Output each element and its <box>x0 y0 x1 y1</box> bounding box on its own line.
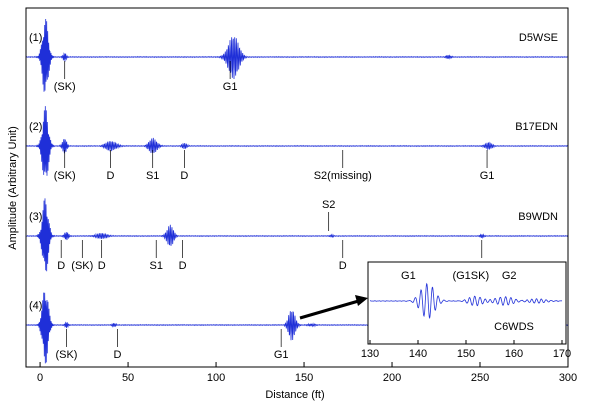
inset-tick-label: 150 <box>457 348 475 360</box>
inset-tick-label: 160 <box>505 348 523 360</box>
trace-index-label: (3) <box>29 211 42 223</box>
inset-label: G2 <box>502 270 517 282</box>
inset-label: C6WDS <box>494 321 534 333</box>
trace-line-2 <box>26 106 569 176</box>
inset-panel: G1 (G1SK) G2 C6WDS 130 140 150 160 170 <box>299 261 571 360</box>
annotation-label: S2 <box>322 199 335 211</box>
trace-index-label: (1) <box>29 32 42 44</box>
trace-index-label: (2) <box>29 121 42 133</box>
annotation-label: D <box>57 260 65 272</box>
x-tick-label: 100 <box>207 372 225 384</box>
annotation-label: D <box>339 260 347 272</box>
trace-name: D5WSE <box>519 32 558 44</box>
x-tick-label: 300 <box>559 372 577 384</box>
x-tick-label: 150 <box>295 372 313 384</box>
annotation-label: D <box>98 260 106 272</box>
trace-name: B17EDN <box>515 121 558 133</box>
inset-label: G1 <box>401 270 416 282</box>
annotation-label: (SK) <box>54 81 76 93</box>
annotation-label: (SK) <box>54 170 76 182</box>
trace-line-1 <box>25 18 569 92</box>
x-axis-ticks: 0 50 100 150 200 250 300 <box>37 362 577 384</box>
annotation-label: D <box>179 260 187 272</box>
annotation-label: D <box>114 349 122 361</box>
annotation-label: S1 <box>149 260 162 272</box>
annotation-label: G1 <box>480 170 495 182</box>
trace-name: B9WDN <box>518 211 558 223</box>
inset-tick-label: 170 <box>553 348 571 360</box>
inset-tick-label: 140 <box>409 348 427 360</box>
x-tick-label: 0 <box>37 372 43 384</box>
trace-line-3 <box>25 198 569 272</box>
plot-frame <box>25 7 569 368</box>
inset-trace-line <box>369 282 563 320</box>
annotation-label: (SK) <box>71 260 93 272</box>
annotation-label: (SK) <box>55 349 77 361</box>
x-tick-label: 50 <box>122 372 134 384</box>
annotation-label: G1 <box>223 81 238 93</box>
zoom-arrow-shaft <box>299 298 363 320</box>
annotation-label: G1 <box>274 349 289 361</box>
x-axis-label: Distance (ft) <box>265 389 324 401</box>
annotation-label: S2(missing) <box>314 170 372 182</box>
annotation-label: S1 <box>146 170 159 182</box>
annotation-label: D <box>106 170 114 182</box>
x-tick-label: 200 <box>383 372 401 384</box>
trace-index-label: (4) <box>29 300 42 312</box>
annotation-label: D <box>180 170 188 182</box>
zoom-arrow-head <box>355 295 368 306</box>
inset-label: (G1SK) <box>452 270 489 282</box>
y-axis-label: Amplitude (Arbitrary Unit) <box>7 126 19 249</box>
inset-tick-label: 130 <box>361 348 379 360</box>
x-tick-label: 250 <box>471 372 489 384</box>
